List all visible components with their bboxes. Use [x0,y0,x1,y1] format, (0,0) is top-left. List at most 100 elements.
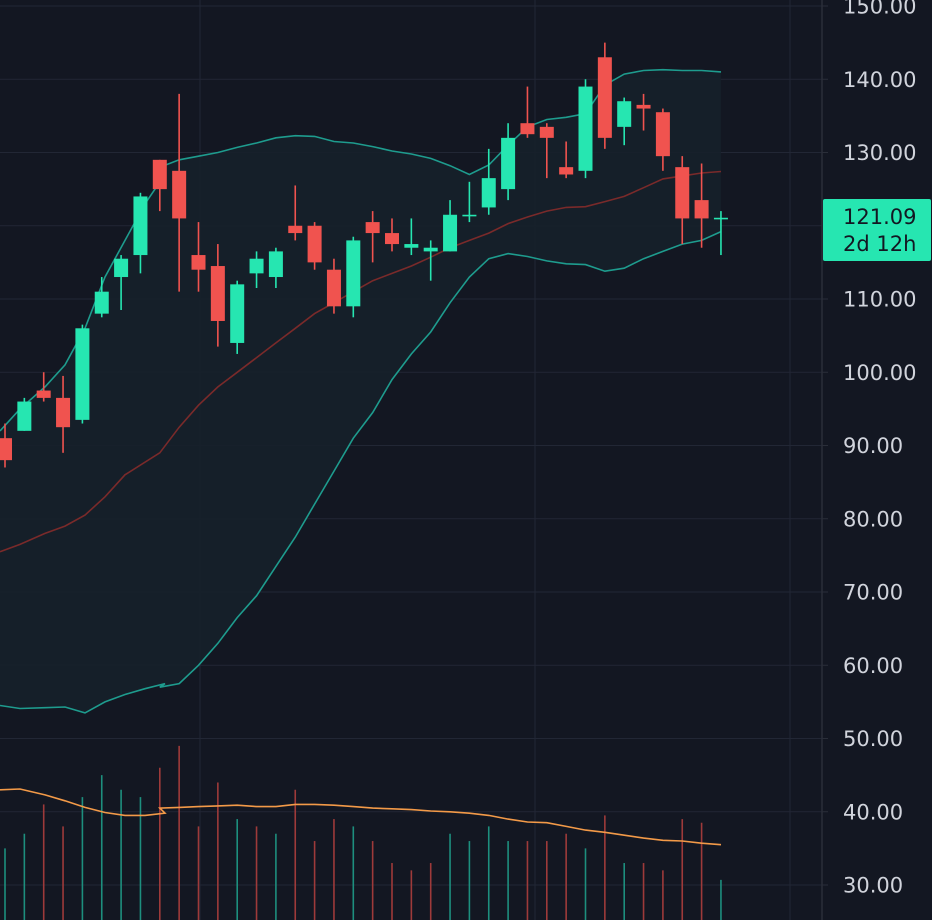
candle-body [462,214,477,217]
last-price-value: 121.09 [843,205,916,229]
candle [404,218,419,256]
candle-body [288,225,303,234]
price-axis-label: 90.00 [843,434,903,458]
last-price-tag-bg [823,199,931,261]
candle-body [114,258,129,278]
candle-body [559,167,574,175]
candle-body [230,284,245,343]
candle-body [443,214,458,252]
candle-body [617,101,632,127]
candle [94,277,109,318]
price-axis-label: 30.00 [843,874,903,898]
candle [675,156,690,245]
candle-body [326,269,341,307]
candle [249,251,264,289]
candle-body [94,291,109,314]
candle [17,397,32,431]
candle-body [520,123,535,135]
price-axis-label: 40.00 [843,800,903,824]
candle [713,211,728,256]
candle [636,93,651,131]
band-fill [0,69,721,713]
basis-line [0,170,722,553]
volume-bars [0,745,722,920]
candle-body [152,159,167,190]
price-axis: 150.00 140.00 130.00 110.00 100.00 90.00 80.00… [821,0,932,920]
bollinger-bands [0,68,722,714]
candle-body [346,240,361,307]
candle-body [385,233,399,245]
price-axis-bg [822,0,932,920]
candle [423,240,438,281]
price-axis-label: 70.00 [843,581,903,605]
candle-body [36,390,51,398]
candle [191,222,206,292]
candle-body [210,266,225,321]
price-axis-label: 140.00 [843,68,916,92]
candle [559,141,574,179]
price-axis-label: 80.00 [843,507,903,531]
candle [268,247,283,289]
candle [655,108,670,171]
candle [346,236,361,318]
candle-body [365,222,380,234]
last-price-tag: 121.09 2d 12h [823,199,931,261]
candle [617,97,632,146]
candle [288,185,303,241]
lower-band-line [0,230,722,714]
price-axis-label: 50.00 [843,727,903,751]
candle-body [501,137,516,190]
candle-body [578,86,593,171]
candle-body [675,167,690,219]
candle-body [713,217,728,220]
candle-body [423,247,438,252]
price-axis-label: 130.00 [843,141,916,165]
candle [114,255,129,310]
candle [172,93,187,292]
candle [210,244,225,347]
candle [36,372,51,402]
candle-body [0,438,12,461]
price-axis-label: 60.00 [843,654,903,678]
candle [133,192,148,274]
price-axis-label: 150.00 [843,0,916,19]
price-axis-label: 110.00 [843,288,916,312]
candle [597,42,612,149]
candle [0,423,12,468]
candle [326,258,341,314]
price-axis-label: 100.00 [843,361,916,385]
candle-body [636,104,651,109]
candle [385,218,399,252]
candle-body [133,196,148,256]
candle [152,159,167,212]
candle-body [694,200,709,219]
candle [443,200,458,252]
bar-countdown: 2d 12h [843,232,916,256]
candle-body [268,251,283,278]
candle-body [249,258,264,274]
candle [501,123,516,201]
candle-body [655,112,670,157]
volume-ma-line [0,788,722,846]
candle [481,148,496,215]
candle-body [307,225,322,263]
candle [75,324,90,424]
candle-body [17,401,32,431]
candle [307,222,322,270]
candle-body [597,57,612,138]
candle [694,163,709,248]
candle-body [481,178,496,208]
candle [539,123,554,179]
candle-body [172,170,187,219]
candle-body [75,328,90,420]
candle [365,211,380,263]
candles [0,42,728,468]
candle-body [539,126,554,138]
candle-body [56,397,71,428]
candle [230,280,245,354]
candle [520,86,535,138]
candle [462,181,477,223]
candle [56,375,71,453]
